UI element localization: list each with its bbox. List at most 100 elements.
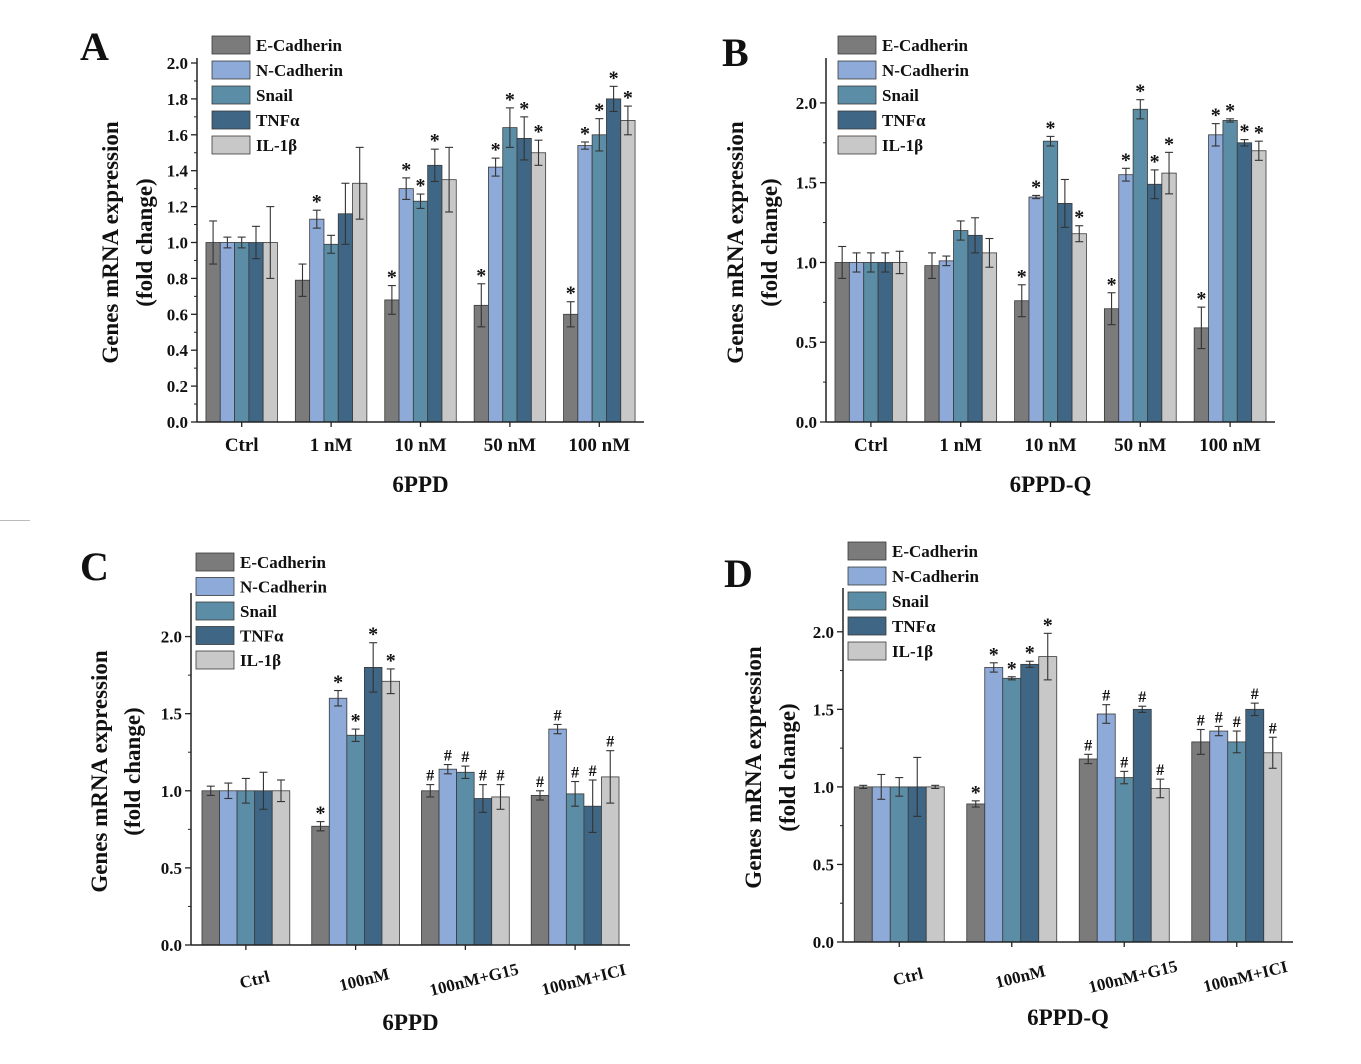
y-tick-label: 0.0 — [796, 413, 817, 432]
bar — [1245, 708, 1265, 943]
x-category-label: 1 nM — [939, 435, 982, 456]
y-axis-label: (fold change) — [775, 703, 800, 831]
legend-swatch — [211, 60, 251, 80]
significance-mark: * — [1046, 117, 1056, 139]
significance-mark: # — [536, 774, 544, 791]
bar — [1078, 758, 1098, 943]
y-tick-label: 0.0 — [813, 933, 834, 952]
x-category-label: 100nM — [993, 961, 1047, 992]
bar — [1147, 183, 1163, 423]
y-tick-label: 1.0 — [167, 234, 188, 253]
legend-label: Snail — [256, 86, 293, 105]
bar — [889, 786, 909, 943]
bars: * ******** ****** — [205, 67, 636, 423]
legend-label: N-Cadherin — [240, 578, 327, 597]
bar — [236, 790, 256, 946]
legend-label: N-Cadherin — [892, 567, 979, 586]
y-tick-label: 0.5 — [796, 333, 817, 352]
bar — [620, 120, 636, 423]
bar — [491, 796, 510, 946]
legend-label: N-Cadherin — [882, 61, 969, 80]
bar — [438, 768, 457, 946]
x-category-label: 50 nM — [484, 435, 536, 456]
significance-mark: * — [368, 624, 378, 646]
bar — [1038, 656, 1058, 943]
bar — [1057, 203, 1073, 423]
y-tick-label: 0.8 — [167, 269, 188, 288]
legend-swatch — [195, 626, 235, 645]
divider-line — [0, 520, 30, 521]
y-tick-label: 0.5 — [813, 855, 834, 874]
significance-mark: * — [1017, 266, 1027, 288]
significance-mark: # — [1138, 689, 1146, 706]
legend: E-Cadherin N-Cadherin Snail TNFα IL-1β — [837, 35, 969, 155]
legend-swatch — [837, 135, 877, 155]
y-tick-label: 0.0 — [167, 413, 188, 432]
significance-mark: # — [1215, 709, 1223, 726]
bar — [1014, 300, 1030, 423]
panel-D: D * # # * # # * # # * # # * # #0.0 0.5 1.0 1.5 2.0 Ctrl 100nM… — [724, 541, 1293, 1030]
bar — [1222, 120, 1238, 423]
bar — [1071, 233, 1087, 423]
significance-mark: * — [989, 644, 999, 666]
bar — [398, 188, 414, 423]
x-category-label: 1 nM — [310, 435, 353, 456]
panel-letter: A — [80, 24, 109, 69]
bar — [254, 790, 273, 946]
y-tick-label: 0.5 — [161, 859, 182, 878]
significance-mark: * — [971, 782, 981, 804]
bar — [516, 137, 532, 423]
bar — [488, 166, 504, 423]
bar — [271, 790, 291, 946]
y-tick-label: 0.4 — [167, 341, 189, 360]
significance-mark: * — [580, 123, 590, 145]
bar — [309, 218, 325, 423]
bar — [412, 200, 429, 423]
panel-A: A* ******** ******0.00.20.40.60.81.01.21.4… — [80, 24, 644, 497]
significance-mark: # — [479, 768, 487, 785]
bar — [1209, 730, 1229, 943]
significance-mark: # — [496, 768, 504, 785]
bar — [863, 262, 879, 423]
bar — [953, 230, 969, 423]
legend-swatch — [195, 577, 235, 596]
legend-label: TNFα — [256, 111, 300, 130]
legend-swatch — [847, 541, 887, 561]
legend-label: E-Cadherin — [892, 542, 979, 561]
bar — [201, 790, 220, 946]
bar — [427, 164, 443, 423]
significance-mark: * — [1225, 100, 1235, 122]
legend-swatch — [211, 135, 251, 155]
bar — [1227, 741, 1247, 943]
bar — [1208, 134, 1224, 423]
x-category-label: 10 nM — [1024, 435, 1076, 456]
significance-mark: * — [416, 175, 426, 197]
significance-mark: * — [505, 89, 515, 111]
significance-mark: * — [609, 67, 619, 89]
significance-mark: * — [491, 139, 501, 161]
significance-mark: * — [594, 100, 604, 122]
significance-mark: # — [554, 707, 562, 724]
x-category-label: Ctrl — [891, 964, 925, 990]
significance-mark: # — [1102, 688, 1110, 705]
significance-mark: # — [1197, 712, 1205, 729]
significance-mark: * — [316, 803, 326, 825]
significance-mark: # — [1120, 754, 1128, 771]
significance-mark: # — [426, 768, 434, 785]
bar — [1020, 663, 1040, 943]
y-axis-label: Genes mRNA expression — [98, 121, 123, 364]
panel-C: C * # # * # # * # # * # # * # #0.0 0.5 1.0 1.5 2.0 Ctrl 100nM… — [80, 544, 630, 1035]
bar — [502, 127, 518, 423]
legend-swatch — [211, 35, 251, 55]
bar — [234, 242, 250, 423]
legend-label: TNFα — [892, 617, 936, 636]
legend-label: TNFα — [240, 627, 284, 646]
y-tick-label: 2.0 — [813, 623, 834, 642]
significance-mark: * — [386, 650, 396, 672]
bar — [456, 771, 475, 946]
y-axis-label: Genes mRNA expression — [87, 650, 112, 893]
bar — [1236, 142, 1253, 423]
significance-mark: # — [1269, 720, 1277, 737]
significance-mark: * — [1074, 207, 1084, 229]
